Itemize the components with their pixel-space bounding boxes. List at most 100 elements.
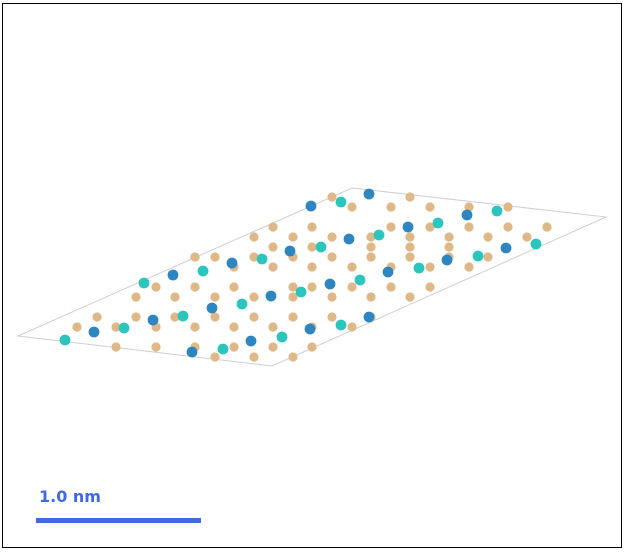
tan-atom <box>327 252 337 262</box>
tan-atom <box>288 312 298 322</box>
tan-atom <box>405 192 415 202</box>
cyan-atom <box>236 298 248 310</box>
scale-bar-label: 1.0 nm <box>39 487 101 506</box>
tan-atom <box>483 252 493 262</box>
tan-atom <box>131 312 141 322</box>
blue-atom <box>402 221 414 233</box>
tan-atom <box>444 232 454 242</box>
cyan-atom <box>472 250 484 262</box>
blue-atom <box>226 257 238 269</box>
tan-atom <box>347 282 357 292</box>
tan-atom <box>268 342 278 352</box>
blue-atom <box>206 302 218 314</box>
tan-atom <box>249 352 259 362</box>
blue-atom <box>441 254 453 266</box>
tan-atom <box>249 292 259 302</box>
tan-atom <box>111 322 121 332</box>
tan-atom <box>307 242 317 252</box>
blue-atom <box>147 314 159 326</box>
tan-atom <box>210 292 220 302</box>
tan-atom <box>366 292 376 302</box>
blue-atom <box>500 242 512 254</box>
blue-atom <box>304 323 316 335</box>
tan-atom <box>347 322 357 332</box>
blue-atom <box>245 335 257 347</box>
tan-atom <box>386 222 396 232</box>
tan-atom <box>268 322 278 332</box>
tan-atom <box>327 192 337 202</box>
tan-atom <box>229 282 239 292</box>
tan-atom <box>288 352 298 362</box>
tan-atom <box>425 282 435 292</box>
tan-atom <box>386 282 396 292</box>
tan-atom <box>425 222 435 232</box>
tan-atom <box>229 322 239 332</box>
cyan-atom <box>295 286 307 298</box>
blue-atom <box>305 200 317 212</box>
unit-cell-outline <box>16 187 608 367</box>
tan-atom <box>347 262 357 272</box>
tan-atom <box>405 292 415 302</box>
blue-atom <box>324 278 336 290</box>
blue-atom <box>363 188 375 200</box>
blue-atom <box>363 311 375 323</box>
tan-atom <box>483 232 493 242</box>
tan-atom <box>151 342 161 352</box>
cyan-atom <box>530 238 542 250</box>
tan-atom <box>327 312 337 322</box>
blue-atom <box>284 245 296 257</box>
tan-atom <box>268 222 278 232</box>
tan-atom <box>347 202 357 212</box>
cyan-atom <box>335 196 347 208</box>
tan-atom <box>366 242 376 252</box>
tan-atom <box>151 282 161 292</box>
tan-atom <box>210 312 220 322</box>
tan-atom <box>249 232 259 242</box>
tan-atom <box>307 262 317 272</box>
tan-atom <box>464 262 474 272</box>
cyan-atom <box>432 217 444 229</box>
cyan-atom <box>354 274 366 286</box>
blue-atom <box>382 266 394 278</box>
tan-atom <box>288 292 298 302</box>
tan-atom <box>327 232 337 242</box>
cyan-atom <box>276 331 288 343</box>
tan-atom <box>190 282 200 292</box>
tan-atom <box>405 252 415 262</box>
tan-atom <box>170 292 180 302</box>
tan-atom <box>210 352 220 362</box>
tan-atom <box>444 242 454 252</box>
tan-atom <box>170 312 180 322</box>
atom-layer <box>59 188 552 362</box>
tan-atom <box>464 202 474 212</box>
tan-atom <box>386 202 396 212</box>
tan-atom <box>405 232 415 242</box>
tan-atom <box>210 252 220 262</box>
tan-atom <box>366 232 376 242</box>
tan-atom <box>366 252 376 262</box>
tan-atom <box>307 222 317 232</box>
tan-atom <box>425 262 435 272</box>
cyan-atom <box>315 241 327 253</box>
tan-atom <box>249 312 259 322</box>
cyan-atom <box>138 277 150 289</box>
tan-atom <box>307 282 317 292</box>
blue-atom <box>461 209 473 221</box>
cyan-atom <box>413 262 425 274</box>
tan-atom <box>229 342 239 352</box>
tan-atom <box>268 262 278 272</box>
blue-atom <box>88 326 100 338</box>
cyan-atom <box>256 253 268 265</box>
cyan-atom <box>59 334 71 346</box>
cyan-atom <box>118 322 130 334</box>
tan-atom <box>307 342 317 352</box>
cyan-atom <box>491 205 503 217</box>
tan-atom <box>131 292 141 302</box>
cyan-atom <box>197 265 209 277</box>
tan-atom <box>464 222 474 232</box>
cyan-atom <box>177 310 189 322</box>
tan-atom <box>425 202 435 212</box>
tan-atom <box>190 322 200 332</box>
tan-atom <box>405 242 415 252</box>
cyan-atom <box>373 229 385 241</box>
